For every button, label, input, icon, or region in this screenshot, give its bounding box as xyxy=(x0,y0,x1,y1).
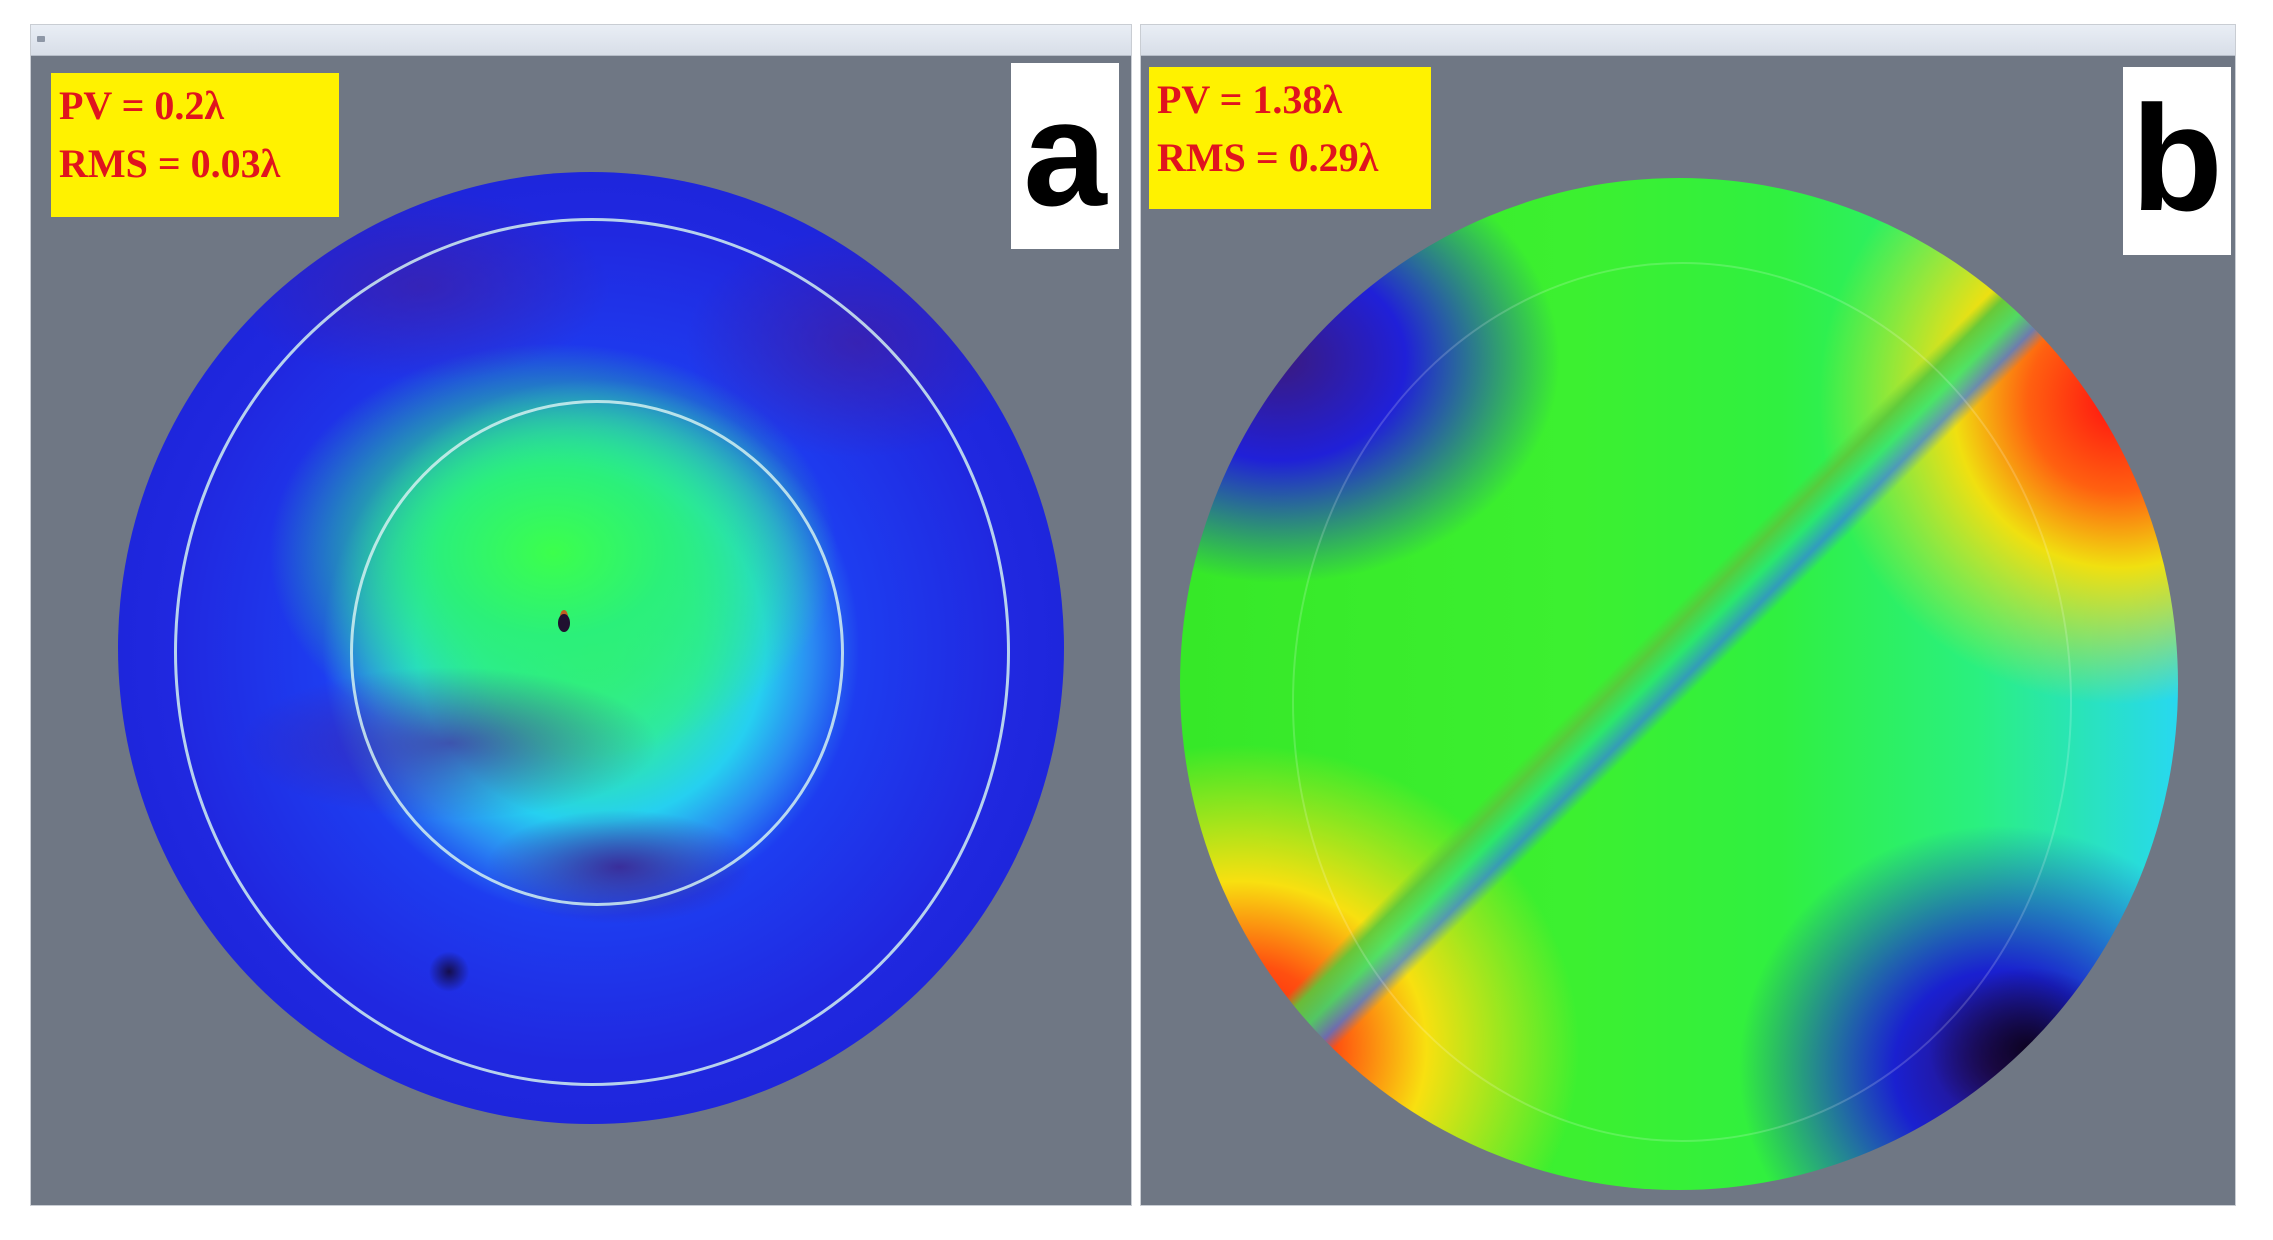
inner-aperture-ring xyxy=(350,400,844,906)
window-menu-icon[interactable] xyxy=(37,36,45,42)
pv-value: PV = 0.2λ xyxy=(59,83,225,128)
panel-label: a xyxy=(1011,63,1119,249)
panel-label: b xyxy=(2123,67,2231,255)
outer-aperture-ring xyxy=(174,218,1010,1086)
center-marker xyxy=(558,614,570,632)
measurement-readout: PV = 1.38λ RMS = 0.29λ xyxy=(1149,67,1431,209)
window-titlebar[interactable] xyxy=(1141,25,2235,56)
pv-value: PV = 1.38λ xyxy=(1157,77,1343,122)
window-titlebar[interactable] xyxy=(31,25,1131,56)
measurement-readout: PV = 0.2λ RMS = 0.03λ xyxy=(51,73,339,217)
rms-value: RMS = 0.03λ xyxy=(59,141,281,186)
faint-aperture-ring xyxy=(1292,262,2072,1142)
rms-value: RMS = 0.29λ xyxy=(1157,135,1379,180)
